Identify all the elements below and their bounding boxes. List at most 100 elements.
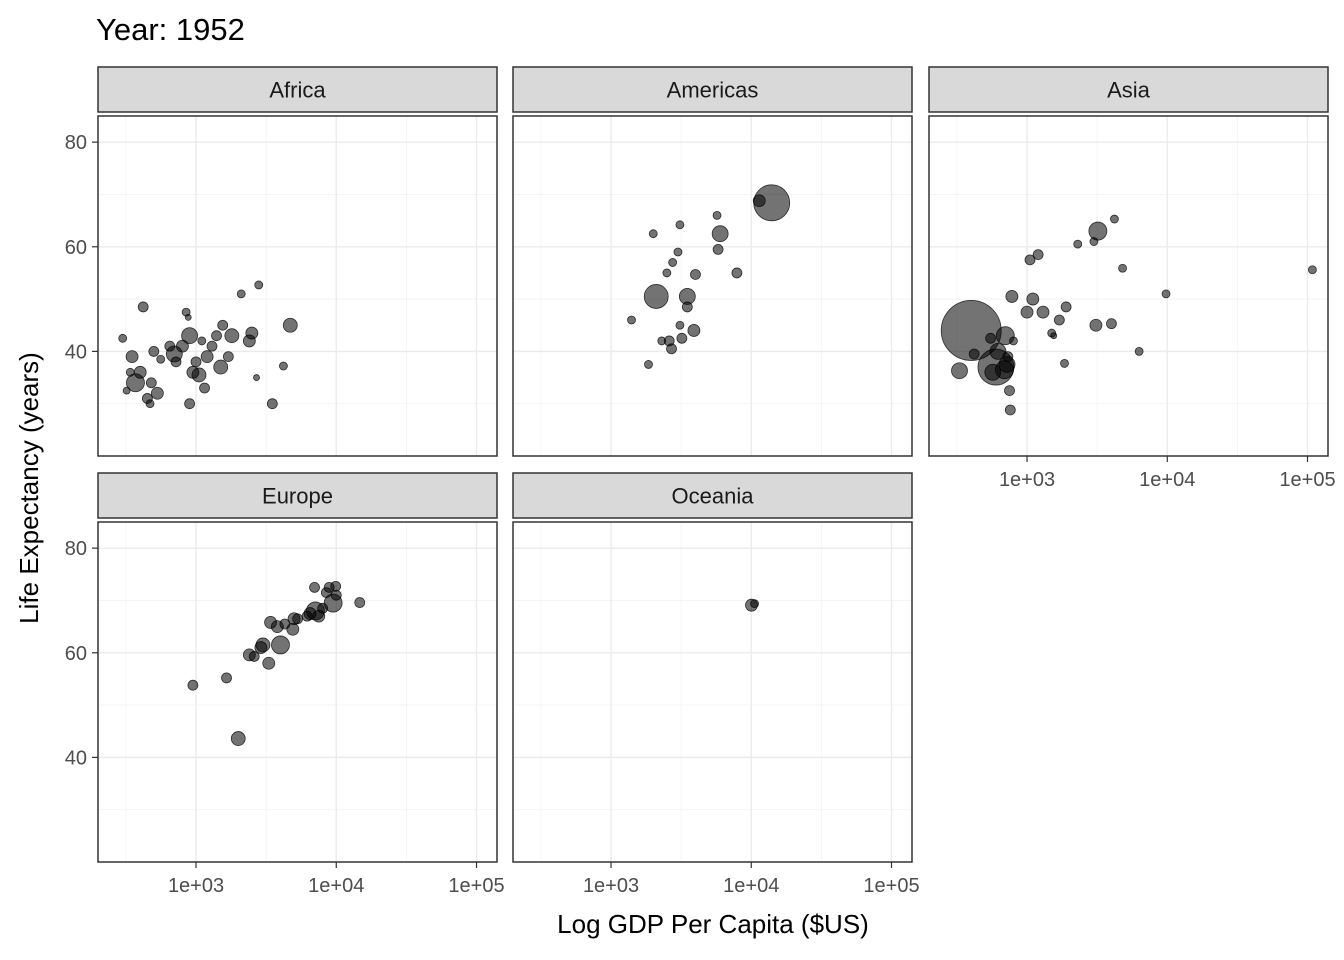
y-tick-label: 60	[65, 643, 87, 665]
x-tick-label: 1e+04	[723, 875, 779, 897]
data-point	[236, 289, 246, 299]
data-point	[951, 362, 968, 380]
facet-africa: Africa 40 60 80	[65, 66, 498, 457]
data-point	[675, 320, 685, 330]
data-point	[330, 589, 342, 601]
data-point	[1026, 292, 1040, 306]
data-point	[118, 333, 128, 343]
data-point	[662, 268, 672, 278]
data-point	[644, 360, 653, 369]
chart-title: Year: 1952	[96, 12, 245, 47]
facet-strip-label-europe: Europe	[262, 484, 333, 509]
data-point	[255, 637, 271, 653]
data-point	[150, 386, 164, 400]
data-point	[1118, 263, 1127, 273]
data-point	[253, 374, 260, 381]
facet-strip-europe	[97, 472, 498, 519]
facet-strip-oceania	[512, 472, 913, 519]
data-point	[184, 313, 192, 321]
data-point	[148, 345, 160, 357]
data-point	[1009, 336, 1018, 346]
data-point	[176, 339, 189, 353]
x-tick-label: 1e+03	[583, 875, 639, 897]
data-point	[197, 336, 207, 346]
data-point	[1060, 359, 1069, 368]
data-point	[170, 356, 182, 368]
data-point	[675, 220, 685, 230]
data-point	[309, 581, 320, 593]
data-point	[292, 613, 303, 625]
x-tick-label: 1e+05	[448, 875, 504, 897]
data-point	[145, 399, 155, 409]
data-point	[668, 258, 678, 267]
data-point	[711, 225, 729, 243]
panel-background	[513, 116, 912, 456]
data-point	[1050, 332, 1058, 340]
x-tick-label: 1e+05	[1279, 469, 1335, 491]
data-point	[1073, 239, 1083, 249]
data-point	[254, 280, 264, 290]
data-point	[156, 354, 166, 364]
data-point	[206, 340, 218, 352]
facet-strip-label-africa: Africa	[269, 78, 326, 103]
data-point	[1036, 305, 1050, 319]
data-point	[1089, 318, 1103, 332]
data-point	[211, 330, 222, 342]
data-point	[1004, 385, 1015, 397]
data-point	[678, 288, 696, 305]
data-point	[245, 326, 259, 340]
data-point	[213, 359, 229, 375]
data-point	[712, 243, 724, 255]
data-point	[753, 184, 791, 222]
data-point	[1020, 305, 1034, 319]
data-point	[354, 597, 366, 608]
data-point	[221, 672, 232, 684]
panel-background	[98, 522, 497, 862]
facet-oceania: Oceania 1e+03 1e+04 1e+05	[512, 472, 920, 897]
data-point	[217, 319, 229, 331]
y-tick-label: 60	[65, 237, 87, 259]
facet-americas: Americas	[512, 66, 913, 457]
data-point	[133, 365, 147, 379]
data-point	[191, 367, 207, 383]
data-point	[199, 382, 210, 394]
data-point	[200, 350, 214, 364]
data-point	[184, 398, 196, 410]
data-point	[222, 351, 234, 363]
data-point	[663, 335, 675, 347]
facet-strip-africa	[97, 66, 498, 113]
y-axis-title: Life Expectancy (years)	[14, 352, 44, 624]
data-point	[676, 332, 688, 344]
data-point	[282, 317, 298, 333]
data-point	[985, 332, 997, 344]
data-point	[648, 229, 658, 239]
data-point	[271, 635, 290, 655]
panel-border	[97, 521, 498, 863]
data-point	[989, 342, 1007, 360]
data-point	[1134, 346, 1144, 356]
data-point	[968, 348, 980, 360]
data-point	[279, 361, 288, 371]
data-point	[687, 324, 701, 337]
data-point	[181, 327, 199, 345]
data-point	[643, 284, 669, 309]
data-point	[712, 210, 722, 220]
data-point	[224, 328, 240, 344]
data-point	[1005, 290, 1019, 303]
data-point	[1106, 318, 1117, 330]
facet-strip-label-oceania: Oceania	[672, 484, 755, 509]
x-tick-label: 1e+05	[863, 875, 919, 897]
data-point	[1308, 265, 1317, 275]
data-point	[330, 580, 342, 592]
facet-europe: Europe 1e+03 1e+04 1e+05 40 60 80	[65, 472, 505, 897]
data-point	[190, 356, 202, 368]
data-point	[1032, 249, 1044, 261]
data-point	[137, 301, 149, 313]
data-point	[731, 267, 743, 279]
x-tick-label: 1e+03	[999, 469, 1055, 491]
data-point	[266, 398, 278, 410]
data-point	[1004, 404, 1016, 416]
panel-border	[512, 521, 913, 863]
data-point	[1110, 214, 1119, 224]
